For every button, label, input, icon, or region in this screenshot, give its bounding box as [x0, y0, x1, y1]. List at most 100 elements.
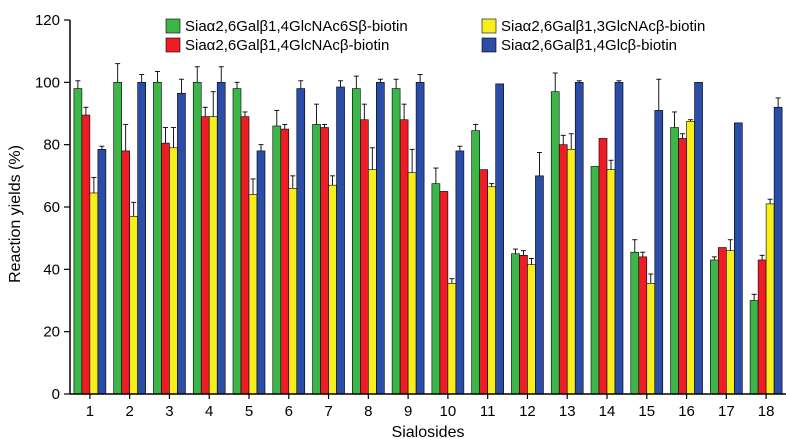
- x-axis-title: Sialosides: [392, 424, 465, 439]
- x-tick-label-4: 4: [205, 403, 213, 420]
- legend-label-1: Siaα2,6Galβ1,4GlcNAc6Sβ-biotin: [185, 18, 408, 35]
- bar-3-2: [129, 216, 138, 395]
- x-tick-label-6: 6: [285, 403, 293, 420]
- bar-2-7: [320, 127, 329, 395]
- bar-3-12: [527, 264, 536, 395]
- bar-2-6: [280, 128, 290, 395]
- bar-2-18: [757, 259, 767, 395]
- x-tick-label-11: 11: [480, 403, 496, 420]
- bar-1-12: [511, 253, 520, 395]
- x-tick-label-17: 17: [718, 403, 735, 420]
- bar-2-9: [399, 119, 409, 395]
- y-tick-label-0: 0: [52, 386, 60, 403]
- legend-swatch-4: [481, 37, 497, 53]
- bar-1-8: [352, 88, 361, 395]
- x-tick-label-14: 14: [599, 403, 616, 420]
- legend-label-4: Siaα2,6Galβ1,4Glcβ-biotin: [501, 37, 677, 54]
- x-tick-label-7: 7: [324, 403, 332, 420]
- x-tick-label-8: 8: [364, 403, 372, 420]
- bar-2-3: [161, 142, 170, 395]
- bar-3-7: [328, 184, 337, 395]
- bar-2-15: [638, 256, 648, 395]
- bar-4-6: [296, 88, 306, 395]
- x-tick-label-16: 16: [678, 403, 695, 420]
- bar-1-2: [113, 82, 122, 395]
- bar-1-4: [192, 82, 202, 395]
- y-axis-title: Reaction yields (%): [7, 145, 24, 283]
- bar-2-4: [200, 116, 210, 395]
- bar-3-4: [208, 116, 218, 395]
- x-tick-label-10: 10: [440, 403, 457, 420]
- error-bars-layer: [75, 63, 781, 301]
- bar-3-17: [726, 250, 735, 395]
- bar-4-4: [216, 82, 226, 395]
- bar-3-14: [606, 169, 616, 395]
- y-tick-label-20: 20: [43, 324, 60, 341]
- bar-2-16: [678, 138, 687, 395]
- legend-swatch-2: [165, 37, 181, 53]
- bar-4-3: [177, 92, 186, 395]
- bar-4-1: [97, 149, 107, 395]
- x-tick-label-15: 15: [638, 403, 655, 420]
- y-tick-label-80: 80: [43, 137, 60, 154]
- bar-3-3: [169, 147, 178, 395]
- bar-4-11: [495, 83, 504, 395]
- x-tick-label-9: 9: [404, 403, 412, 420]
- bar-3-8: [368, 169, 377, 395]
- x-tick-label-13: 13: [559, 403, 576, 420]
- bar-2-8: [360, 119, 369, 395]
- bar-2-1: [81, 114, 91, 395]
- bar-2-13: [558, 144, 568, 395]
- bar-3-10: [447, 283, 457, 395]
- bar-4-8: [376, 82, 385, 395]
- y-tick-label-60: 60: [43, 199, 60, 216]
- bar-3-9: [407, 172, 417, 395]
- bar-1-10: [431, 183, 441, 395]
- bar-1-18: [749, 300, 759, 395]
- bar-2-10: [439, 191, 449, 395]
- bar-1-9: [391, 88, 401, 395]
- bar-1-13: [550, 91, 560, 395]
- bar-2-5: [240, 116, 250, 395]
- bar-4-17: [734, 122, 743, 395]
- bar-4-16: [694, 82, 703, 395]
- bar-1-14: [590, 166, 600, 395]
- bar-2-11: [479, 169, 488, 395]
- bar-3-11: [487, 186, 496, 395]
- bar-3-18: [765, 203, 775, 395]
- y-tick-label-120: 120: [35, 12, 60, 29]
- bar-3-6: [288, 188, 298, 395]
- legend: Siaα2,6Galβ1,4GlcNAc6Sβ-biotin Siaα2,6Gal…: [165, 18, 705, 54]
- x-tick-label-18: 18: [758, 403, 775, 420]
- bar-2-12: [519, 255, 528, 395]
- bar-4-12: [535, 175, 544, 395]
- bar-4-7: [336, 86, 345, 395]
- x-tick-label-5: 5: [245, 403, 253, 420]
- bar-4-5: [256, 150, 266, 395]
- legend-label-3: Siaα2,6Galβ1,3GlcNAcβ-biotin: [501, 18, 705, 35]
- bar-4-18: [773, 106, 783, 395]
- bar-3-15: [646, 283, 656, 395]
- bar-1-3: [153, 82, 162, 395]
- bar-2-17: [718, 247, 727, 395]
- bar-1-15: [630, 251, 640, 395]
- bar-1-7: [312, 124, 321, 395]
- x-tick-label-2: 2: [125, 403, 133, 420]
- bar-3-1: [89, 192, 99, 395]
- bar-1-1: [73, 88, 83, 395]
- x-tick-label-12: 12: [519, 403, 536, 420]
- legend-swatch-1: [165, 18, 181, 34]
- bar-3-5: [248, 194, 258, 395]
- bar-4-14: [614, 82, 624, 395]
- x-tick-label-1: 1: [86, 403, 94, 420]
- bar-4-2: [137, 82, 146, 395]
- bar-3-13: [566, 149, 576, 395]
- bar-1-5: [232, 88, 242, 395]
- y-tick-label-40: 40: [43, 261, 60, 278]
- legend-swatch-3: [481, 18, 497, 34]
- bar-2-2: [121, 150, 130, 395]
- legend-label-2: Siaα2,6Galβ1,4GlcNAcβ-biotin: [185, 37, 389, 54]
- bar-1-17: [710, 259, 719, 395]
- bar-4-15: [654, 110, 664, 395]
